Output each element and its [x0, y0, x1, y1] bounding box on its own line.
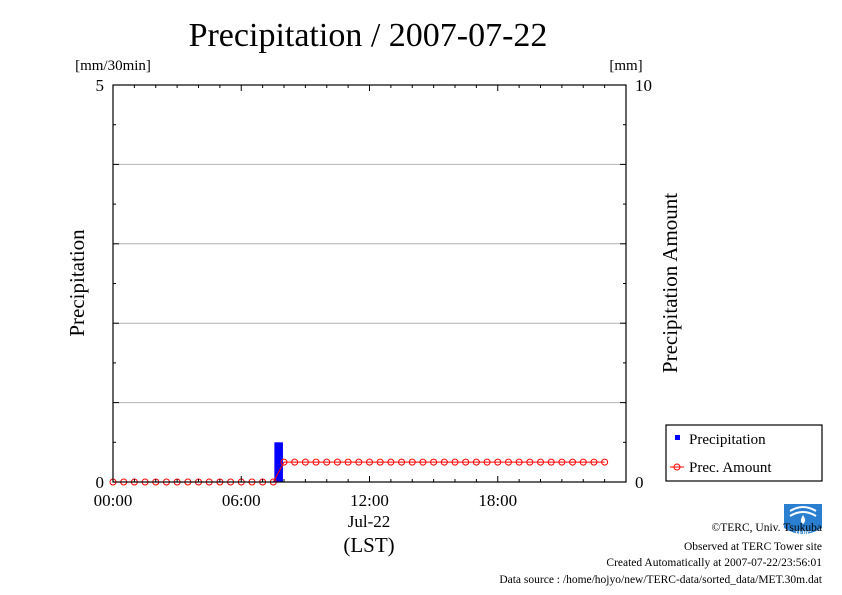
left-axis-ticks: 05: [96, 76, 119, 492]
amount-marker: [504, 458, 512, 466]
amount-marker: [579, 458, 587, 466]
amount-marker: [344, 458, 352, 466]
right-axis-title: Precipitation Amount: [658, 193, 682, 373]
right-tick-label: 0: [635, 473, 644, 492]
logo-text: TERC: [795, 531, 812, 537]
amount-marker: [451, 458, 459, 466]
left-axis-title: Precipitation: [65, 229, 89, 337]
x-tick-label: 18:00: [478, 491, 517, 510]
footer-source: Data source : /home/hojyo/new/TERC-data/…: [499, 574, 822, 586]
amount-marker: [547, 458, 555, 466]
precipitation-bar: [274, 442, 283, 482]
amount-marker: [590, 458, 598, 466]
logo-drop: [801, 515, 805, 524]
amount-marker: [291, 458, 299, 466]
amount-marker: [483, 458, 491, 466]
amount-marker: [355, 458, 363, 466]
left-axis-unit: [mm/30min]: [75, 58, 151, 74]
amount-marker: [280, 458, 288, 466]
precipitation-bars: [274, 442, 283, 482]
amount-marker: [398, 458, 406, 466]
right-axis-unit: [mm]: [609, 58, 642, 74]
date-label: Jul-22: [348, 512, 391, 531]
legend-amount-marker: [673, 463, 681, 471]
amount-marker: [419, 458, 427, 466]
amount-marker: [494, 458, 502, 466]
amount-marker: [312, 458, 320, 466]
legend-precipitation-swatch: [675, 435, 680, 440]
plot-frame: [112, 84, 627, 483]
amount-marker: [440, 458, 448, 466]
amount-marker: [558, 458, 566, 466]
x-tick-label: 06:00: [222, 491, 261, 510]
right-tick-label: 10: [635, 76, 652, 95]
legend: Precipitation Prec. Amount: [665, 424, 823, 482]
amount-marker: [462, 458, 470, 466]
grid-lines: [113, 163, 626, 404]
amount-marker: [526, 458, 534, 466]
left-tick-label: 0: [96, 473, 105, 492]
amount-marker: [333, 458, 341, 466]
amount-marker: [408, 458, 416, 466]
precipitation-amount-series: [109, 458, 609, 486]
amount-marker: [323, 458, 331, 466]
right-axis-ticks: 0 10: [620, 76, 652, 492]
left-tick-label: 5: [96, 76, 105, 95]
logo-waves: [789, 506, 817, 517]
amount-marker: [430, 458, 438, 466]
amount-marker: [376, 458, 384, 466]
legend-amount-label: Prec. Amount: [689, 460, 772, 476]
legend-precipitation-label: Precipitation: [689, 432, 766, 448]
amount-marker: [569, 458, 577, 466]
terc-logo: TERC: [784, 504, 822, 537]
amount-marker: [515, 458, 523, 466]
amount-marker: [387, 458, 395, 466]
amount-marker: [366, 458, 373, 466]
x-axis-ticks: 00:00 06:00 12:00 18:00: [94, 85, 627, 510]
footer-copyright: ©TERC, Univ. Tsukuba: [712, 522, 822, 534]
time-zone-label: (LST): [343, 533, 394, 557]
chart-title: Precipitation / 2007-07-22: [189, 17, 548, 54]
x-tick-label: 00:00: [94, 491, 133, 510]
amount-marker: [472, 458, 480, 466]
amount-marker: [301, 458, 309, 466]
footer-created: Created Automatically at 2007-07-22/23:5…: [606, 557, 822, 569]
legend-box: [665, 424, 823, 482]
x-tick-label: 12:00: [350, 491, 389, 510]
amount-marker: [537, 458, 544, 466]
amount-marker: [601, 458, 609, 466]
footer-site: Observed at TERC Tower site: [684, 541, 822, 553]
